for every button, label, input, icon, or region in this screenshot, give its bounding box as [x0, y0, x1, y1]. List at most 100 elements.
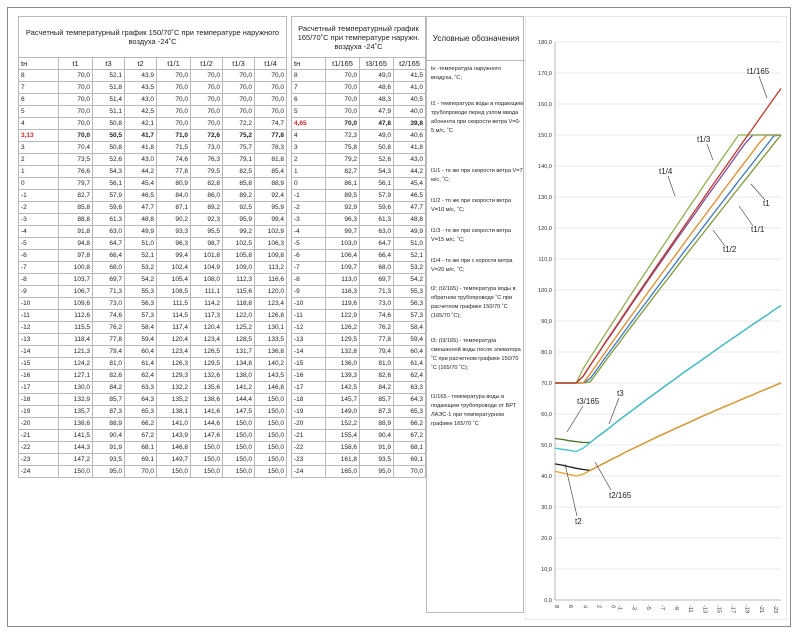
table-cell: 73,5	[58, 153, 93, 166]
table-cell: 70,0	[325, 93, 360, 106]
table-cell: 149,0	[325, 405, 360, 418]
series-line-t1-2	[555, 134, 781, 384]
table-cell: 45,4	[124, 177, 157, 190]
table-cell: 117,3	[190, 309, 223, 322]
table-cell: 66,2	[124, 417, 157, 430]
table-row: -23 161,8 93,5 69,1	[291, 453, 426, 466]
table-cell: 50,8	[92, 141, 125, 154]
table-cell: 95,0	[92, 465, 125, 478]
x-tick-label: 2	[595, 605, 601, 608]
x-tick-label: -17	[730, 605, 736, 613]
table-row: 1 82,7 54,3 44,2	[291, 165, 426, 178]
table-cell: 73,0	[359, 297, 394, 310]
table-cell: 70,0	[254, 105, 287, 118]
table-cell: -23	[291, 453, 326, 466]
table-cell: 53,2	[124, 261, 157, 274]
table-row: -14 132,8 79,4 60,4	[291, 345, 426, 358]
table-cell: 85,7	[92, 393, 125, 406]
table-cell: 111,1	[190, 285, 223, 298]
table-cell: -3	[291, 213, 326, 226]
table-cell: 70,0	[58, 93, 93, 106]
x-tick-label: -1	[617, 605, 623, 610]
table-cell: 90,2	[156, 213, 191, 226]
table-cell: 54,2	[124, 273, 157, 286]
table-cell: 141,2	[222, 381, 255, 394]
table-cell: 71,5	[156, 141, 191, 154]
series-annotation: t1	[763, 199, 770, 208]
table-cell: 63,3	[124, 381, 157, 394]
table-row: -2 92,9 59,6 47,7	[291, 201, 426, 214]
table-cell: -8	[291, 273, 326, 286]
table-cell: 84,2	[359, 381, 394, 394]
table-cell: 49,9	[124, 225, 157, 238]
table-cell: 135,7	[58, 405, 93, 418]
table-cell: 77,8	[92, 333, 125, 346]
table-cell: -2	[291, 201, 326, 214]
table-cell: -24	[291, 465, 326, 478]
table-cell: 51,4	[92, 93, 125, 106]
table-row: -24 150,0 95,0 70,0 150,0 150,0 150,0 150,0	[18, 465, 287, 478]
table-cell: 56,3	[124, 297, 157, 310]
table-cell: 79,2	[325, 153, 360, 166]
table-cell: 122,9	[325, 309, 360, 322]
table-cell: 65,3	[393, 405, 426, 418]
series-line-t1-4	[555, 134, 781, 384]
table-cell: 48,8	[124, 213, 157, 226]
table-cell: -10	[18, 297, 59, 310]
series-annotation: t1/2	[723, 245, 737, 254]
table-cell: 81,0	[92, 357, 125, 370]
table-row: 3 75,8 50,8 41,8	[291, 141, 426, 154]
table-cell: 70,0	[254, 81, 287, 94]
table-cell: 82,6	[359, 369, 394, 382]
table-cell: 77,8	[156, 165, 191, 178]
table-cell: 112,3	[222, 273, 255, 286]
table-cell: 141,0	[156, 417, 191, 430]
table-cell: 70,0	[393, 465, 426, 478]
table-cell: 65,3	[124, 405, 157, 418]
table-cell: 150,0	[190, 453, 223, 466]
table-cell: -18	[291, 393, 326, 406]
y-tick-label: 140,0	[538, 164, 552, 170]
y-tick-label: 90,0	[541, 319, 552, 325]
table-cell: 92,5	[222, 201, 255, 214]
table-150-70: Расчетный температурный график 150/70˚С …	[18, 16, 287, 478]
table-cell: 108,0	[190, 273, 223, 286]
table-cell: 43,0	[124, 93, 157, 106]
table-cell: -5	[291, 237, 326, 250]
table-cell: 132,6	[190, 369, 223, 382]
table-row: -15 136,0 81,0 61,4	[291, 357, 426, 370]
table-cell: 158,6	[325, 441, 360, 454]
table-row: -13 129,5 77,8 59,4	[291, 333, 426, 346]
table-cell: 150,0	[254, 429, 287, 442]
table-cell: 129,3	[156, 369, 191, 382]
table-cell: 84,0	[156, 189, 191, 202]
table-cell: 49,0	[359, 69, 394, 82]
table-cell: 131,7	[222, 345, 255, 358]
table-cell: 144,6	[190, 417, 223, 430]
table-cell: 150,0	[254, 441, 287, 454]
table-cell: 70,0	[156, 69, 191, 82]
table-cell: 70,0	[325, 105, 360, 118]
table-cell: 6	[291, 93, 326, 106]
table-cell: 134,8	[222, 357, 255, 370]
table-cell: 70,4	[58, 141, 93, 154]
column-header: t1/165	[325, 57, 360, 70]
table-cell: 80,9	[156, 177, 191, 190]
table-cell: 59,4	[124, 333, 157, 346]
table-cell: 150,0	[222, 417, 255, 430]
y-tick-label: 0,0	[544, 598, 552, 604]
table-cell: 76,2	[359, 321, 394, 334]
table-cell: 67,2	[124, 429, 157, 442]
table-cell: 70,0	[222, 105, 255, 118]
table-cell: 64,3	[393, 393, 426, 406]
table-cell: 52,1	[124, 249, 157, 262]
table-cell: 75,8	[325, 141, 360, 154]
x-tick-label: -15	[715, 605, 721, 613]
table-row: -3 96,3 61,3 48,8	[291, 213, 426, 226]
table-cell: 92,4	[254, 189, 287, 202]
annotation-leader	[738, 205, 754, 227]
table-cell: 68,0	[92, 261, 125, 274]
table-cell: 47,7	[124, 201, 157, 214]
table-cell: 152,2	[325, 417, 360, 430]
table-row: -12 126,2 76,2 58,4	[291, 321, 426, 334]
